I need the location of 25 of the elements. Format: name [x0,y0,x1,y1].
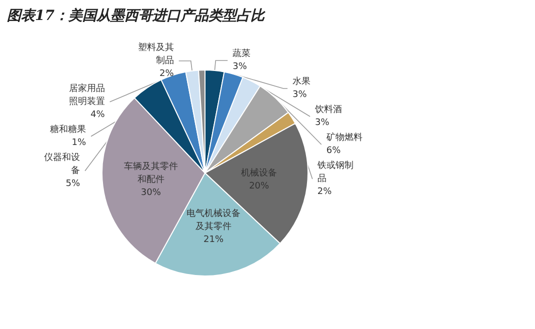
data-label: 2% [160,68,174,79]
data-label: 6% [326,146,342,156]
data-label: 3% [232,62,248,72]
data-label: 5% [66,178,80,189]
slice-label: 车辆及其零件和配件 [124,160,178,185]
chart-title: 图表17：美国从墨西哥进口产品类型占比 [7,7,266,24]
slice-label: 蔬菜 [232,48,251,59]
slice-label: 饮料酒 [314,104,342,115]
slice-label: 矿物燃料 [325,132,362,143]
data-label: 4% [90,110,106,120]
slice-label: 电气机械设备及其零件 [186,208,241,232]
slice-label: 仪器和设备 [44,152,80,176]
slice-label: 机械设备 [241,167,278,178]
data-label: 1% [72,138,86,148]
data-label: 3% [315,118,330,128]
data-label: 20% [249,181,270,192]
data-label: 2% [317,187,332,197]
data-label: 21% [204,234,224,245]
slice-label: 居家用品照明装置 [68,82,105,107]
slice-label: 铁或钢制品 [316,160,354,184]
data-label: 30% [140,188,162,198]
slice-label: 水果 [292,76,311,87]
data-label: 3% [292,90,308,100]
slice-label: 塑料及其制品 [138,42,174,66]
slice-label: 糖和糖果 [50,124,86,135]
